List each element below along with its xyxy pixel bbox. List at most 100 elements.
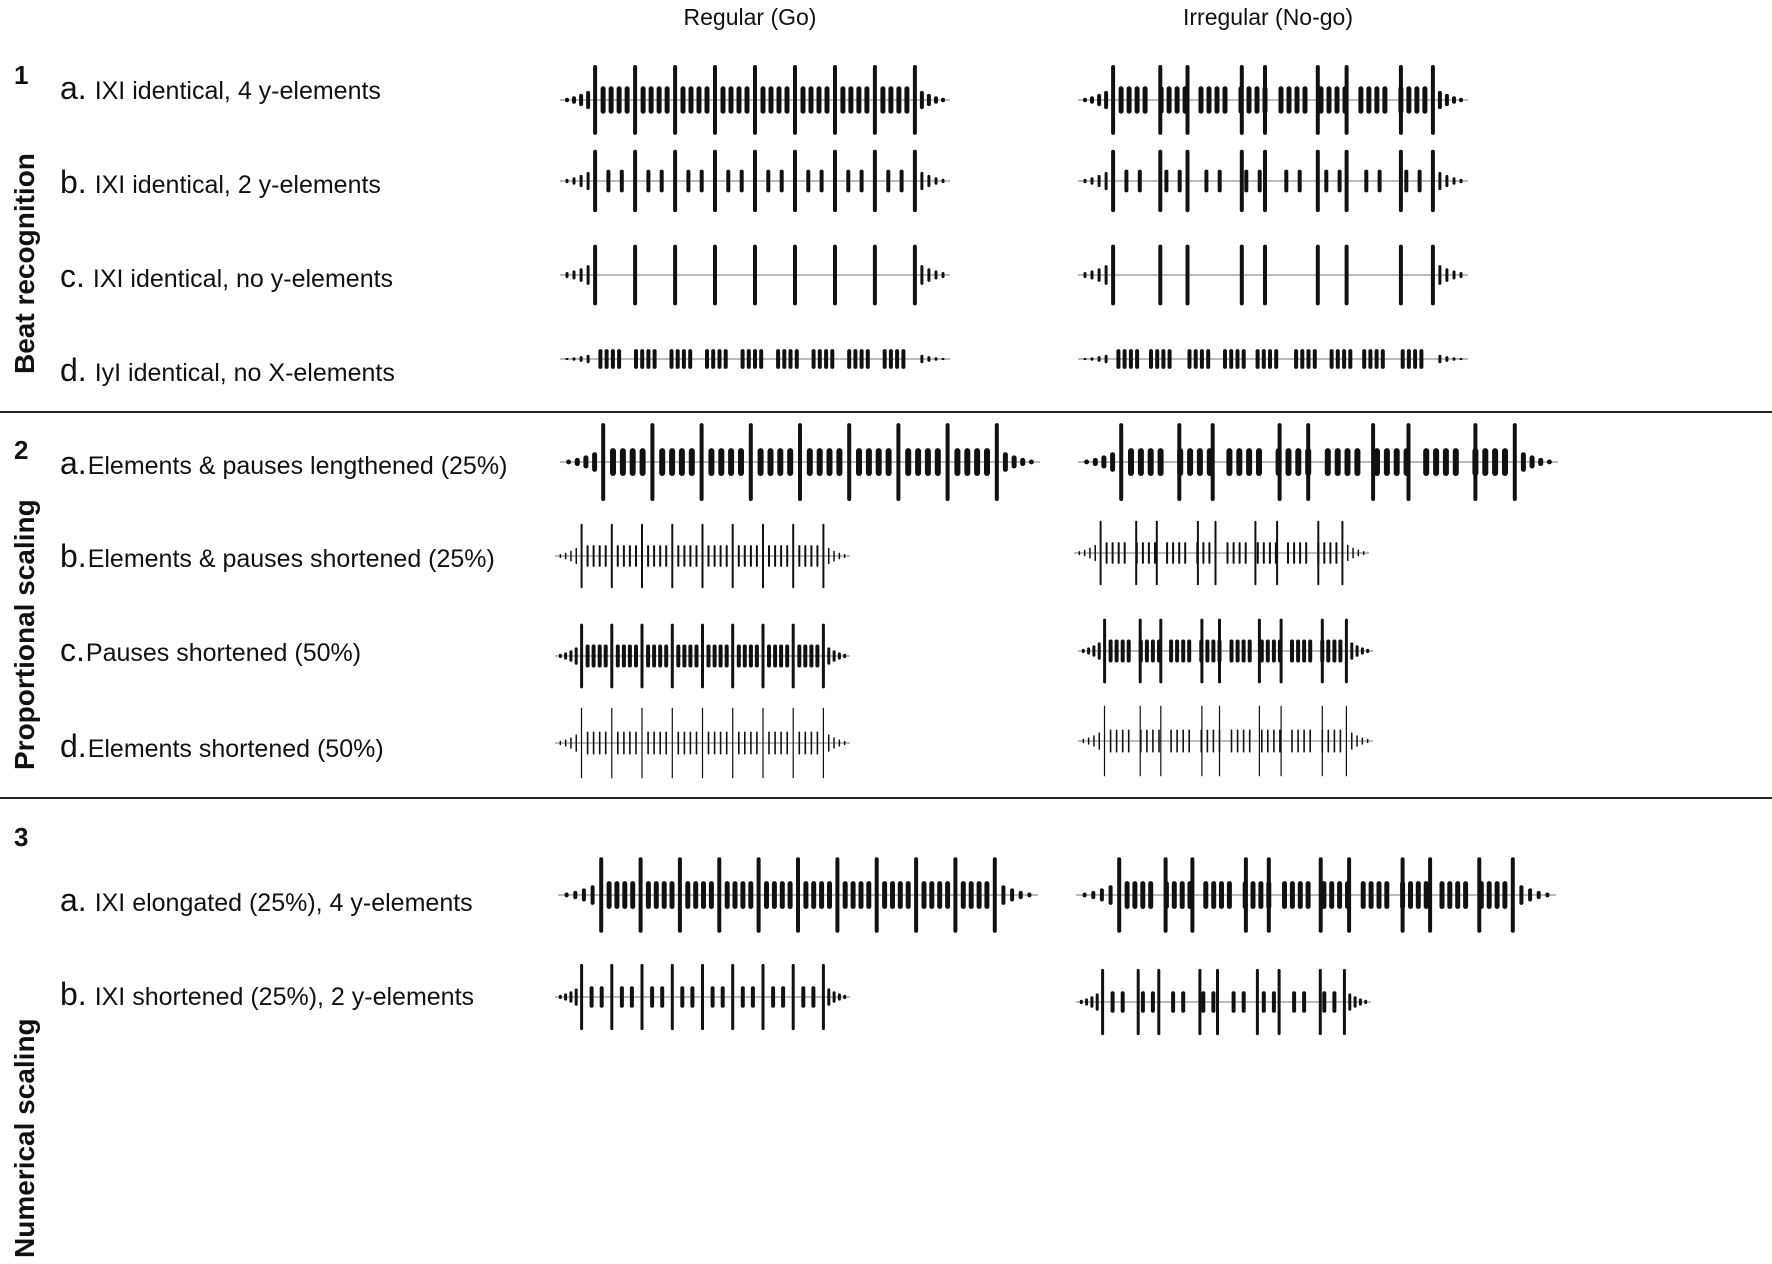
waveform-y-element bbox=[677, 731, 680, 755]
waveform-y-element bbox=[1452, 357, 1456, 361]
waveform-y-element bbox=[1169, 639, 1174, 663]
waveform-y-element bbox=[1187, 448, 1194, 476]
waveform-y-element bbox=[1109, 729, 1112, 753]
waveform-x-element bbox=[1318, 857, 1323, 933]
waveform-y-element bbox=[648, 86, 654, 114]
waveform-y-element bbox=[1400, 881, 1406, 909]
waveform-y-element bbox=[1177, 448, 1184, 476]
waveform-y-element bbox=[688, 448, 695, 476]
waveform-x-element bbox=[673, 244, 678, 306]
waveform-y-element bbox=[575, 547, 577, 565]
waveform-x-element bbox=[1155, 520, 1158, 586]
waveform-y-element bbox=[1124, 169, 1129, 193]
waveform-y-element bbox=[1203, 881, 1209, 909]
waveform-y-element bbox=[738, 448, 744, 476]
waveform-x-element bbox=[792, 707, 794, 779]
waveform-y-element bbox=[1334, 86, 1340, 114]
waveform-x-element bbox=[1344, 244, 1349, 306]
waveform-y-element bbox=[1018, 890, 1023, 900]
waveform-y-element bbox=[1199, 349, 1204, 369]
waveform-y-element bbox=[676, 644, 681, 668]
row-label-2c: c.Pauses shortened (50%) bbox=[60, 632, 361, 669]
waveform-x-element bbox=[640, 623, 644, 689]
waveform-y-element bbox=[1324, 448, 1331, 476]
row-label-3a: a. IXI elongated (25%), 4 y-elements bbox=[60, 882, 473, 919]
waveform-y-element bbox=[1302, 639, 1307, 663]
waveform-y-element bbox=[1236, 729, 1239, 753]
waveform-y-element bbox=[773, 644, 778, 668]
waveform-y-element bbox=[875, 448, 882, 476]
waveform-y-element bbox=[619, 448, 626, 476]
waveform-y-element bbox=[1196, 542, 1199, 564]
row-text: IXI identical, no y-elements bbox=[92, 265, 394, 293]
waveform-y-element bbox=[705, 349, 709, 369]
waveform-y-element bbox=[1104, 354, 1108, 364]
waveform-y-element bbox=[664, 644, 669, 668]
waveform-y-element bbox=[1181, 991, 1186, 1013]
waveform-y-element bbox=[608, 86, 614, 114]
waveform-y-element bbox=[616, 86, 622, 114]
waveform-y-element bbox=[1494, 881, 1500, 909]
waveform-y-element bbox=[720, 986, 725, 1008]
waveform-y-element bbox=[1486, 881, 1492, 909]
waveform-y-element bbox=[683, 545, 686, 567]
waveform-x-element bbox=[713, 65, 717, 135]
waveform-y-element bbox=[586, 354, 590, 364]
waveform-y-element bbox=[1294, 349, 1299, 369]
waveform-y-element bbox=[1126, 639, 1131, 663]
waveform-y-element bbox=[1178, 542, 1181, 564]
waveform-x-element bbox=[912, 244, 917, 306]
waveform-y-element bbox=[1334, 448, 1341, 476]
row-letter: b. bbox=[60, 538, 87, 574]
waveform-y-element bbox=[803, 644, 808, 668]
waveform-y-element bbox=[1337, 881, 1343, 909]
waveform-y-element bbox=[712, 644, 717, 668]
waveform-y-element bbox=[1284, 169, 1289, 193]
waveform-x-element bbox=[1254, 520, 1257, 586]
waveform-y-element bbox=[579, 174, 583, 188]
waveform-y-element bbox=[1090, 996, 1094, 1008]
waveform-y-element bbox=[1256, 448, 1262, 476]
waveform-y-element bbox=[718, 448, 725, 476]
waveform-y-element bbox=[1344, 448, 1351, 476]
waveform-y-element bbox=[590, 885, 595, 905]
waveform-y-element bbox=[565, 97, 569, 103]
waveform-y-element bbox=[659, 545, 662, 567]
waveform-y-element bbox=[927, 356, 931, 362]
waveform-y-element bbox=[804, 545, 807, 567]
waveform-x-element bbox=[633, 149, 638, 213]
waveform-y-element bbox=[1223, 349, 1227, 369]
waveform-x-element bbox=[1398, 149, 1403, 213]
waveform-y-element bbox=[827, 881, 832, 909]
waveform-y-element bbox=[934, 357, 938, 361]
waveform-y-element bbox=[1348, 349, 1353, 369]
waveform-y-element bbox=[564, 739, 567, 747]
waveform-y-element bbox=[1299, 542, 1302, 564]
waveform-x-element bbox=[1257, 618, 1261, 684]
waveform-y-element bbox=[856, 86, 862, 114]
waveform-x-element bbox=[640, 963, 644, 1031]
waveform-y-element bbox=[1351, 732, 1353, 750]
waveform-x-element bbox=[835, 857, 840, 933]
waveform-y-element bbox=[777, 448, 784, 476]
waveform-y-element bbox=[685, 881, 691, 909]
waveform-y-element bbox=[832, 650, 836, 662]
waveform-y-element bbox=[804, 731, 807, 755]
waveform-y-element bbox=[573, 890, 578, 900]
waveform-y-element bbox=[1463, 881, 1469, 909]
waveform-x-element bbox=[601, 423, 606, 501]
waveform-y-element bbox=[749, 545, 752, 567]
waveform-y-element bbox=[1406, 86, 1412, 114]
waveform-y-element bbox=[1090, 357, 1094, 361]
waveform-y-element bbox=[586, 731, 589, 755]
waveform-2c-irregular bbox=[1078, 618, 1373, 684]
waveform-x-element bbox=[756, 857, 761, 933]
waveform-y-element bbox=[619, 169, 624, 193]
waveform-x-element bbox=[1158, 244, 1163, 306]
waveform-y-element bbox=[572, 357, 576, 361]
waveform-y-element bbox=[1246, 86, 1252, 114]
group-number-1: 1 bbox=[14, 60, 29, 90]
waveform-y-element bbox=[1137, 448, 1144, 476]
waveform-x-element bbox=[833, 65, 837, 135]
waveform-x-element bbox=[1111, 65, 1116, 135]
